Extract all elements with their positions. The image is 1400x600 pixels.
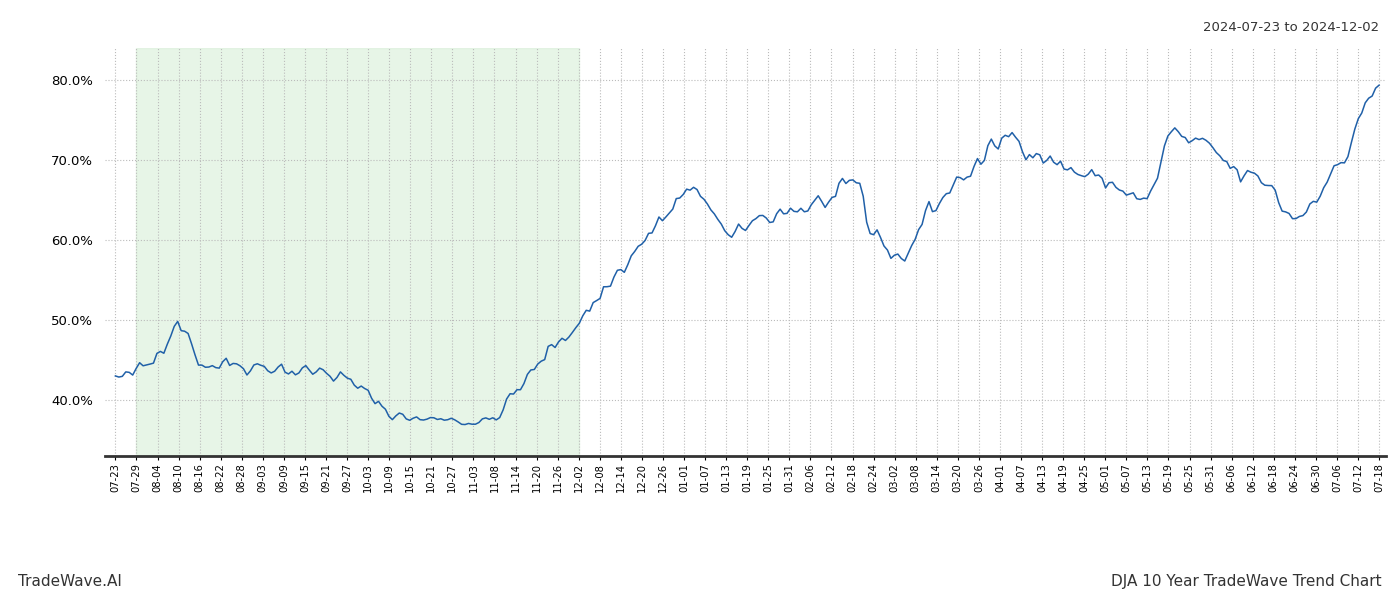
Text: TradeWave.AI: TradeWave.AI (18, 574, 122, 589)
Text: DJA 10 Year TradeWave Trend Chart: DJA 10 Year TradeWave Trend Chart (1112, 574, 1382, 589)
Text: 2024-07-23 to 2024-12-02: 2024-07-23 to 2024-12-02 (1203, 21, 1379, 34)
Bar (136, 48, 578, 456)
